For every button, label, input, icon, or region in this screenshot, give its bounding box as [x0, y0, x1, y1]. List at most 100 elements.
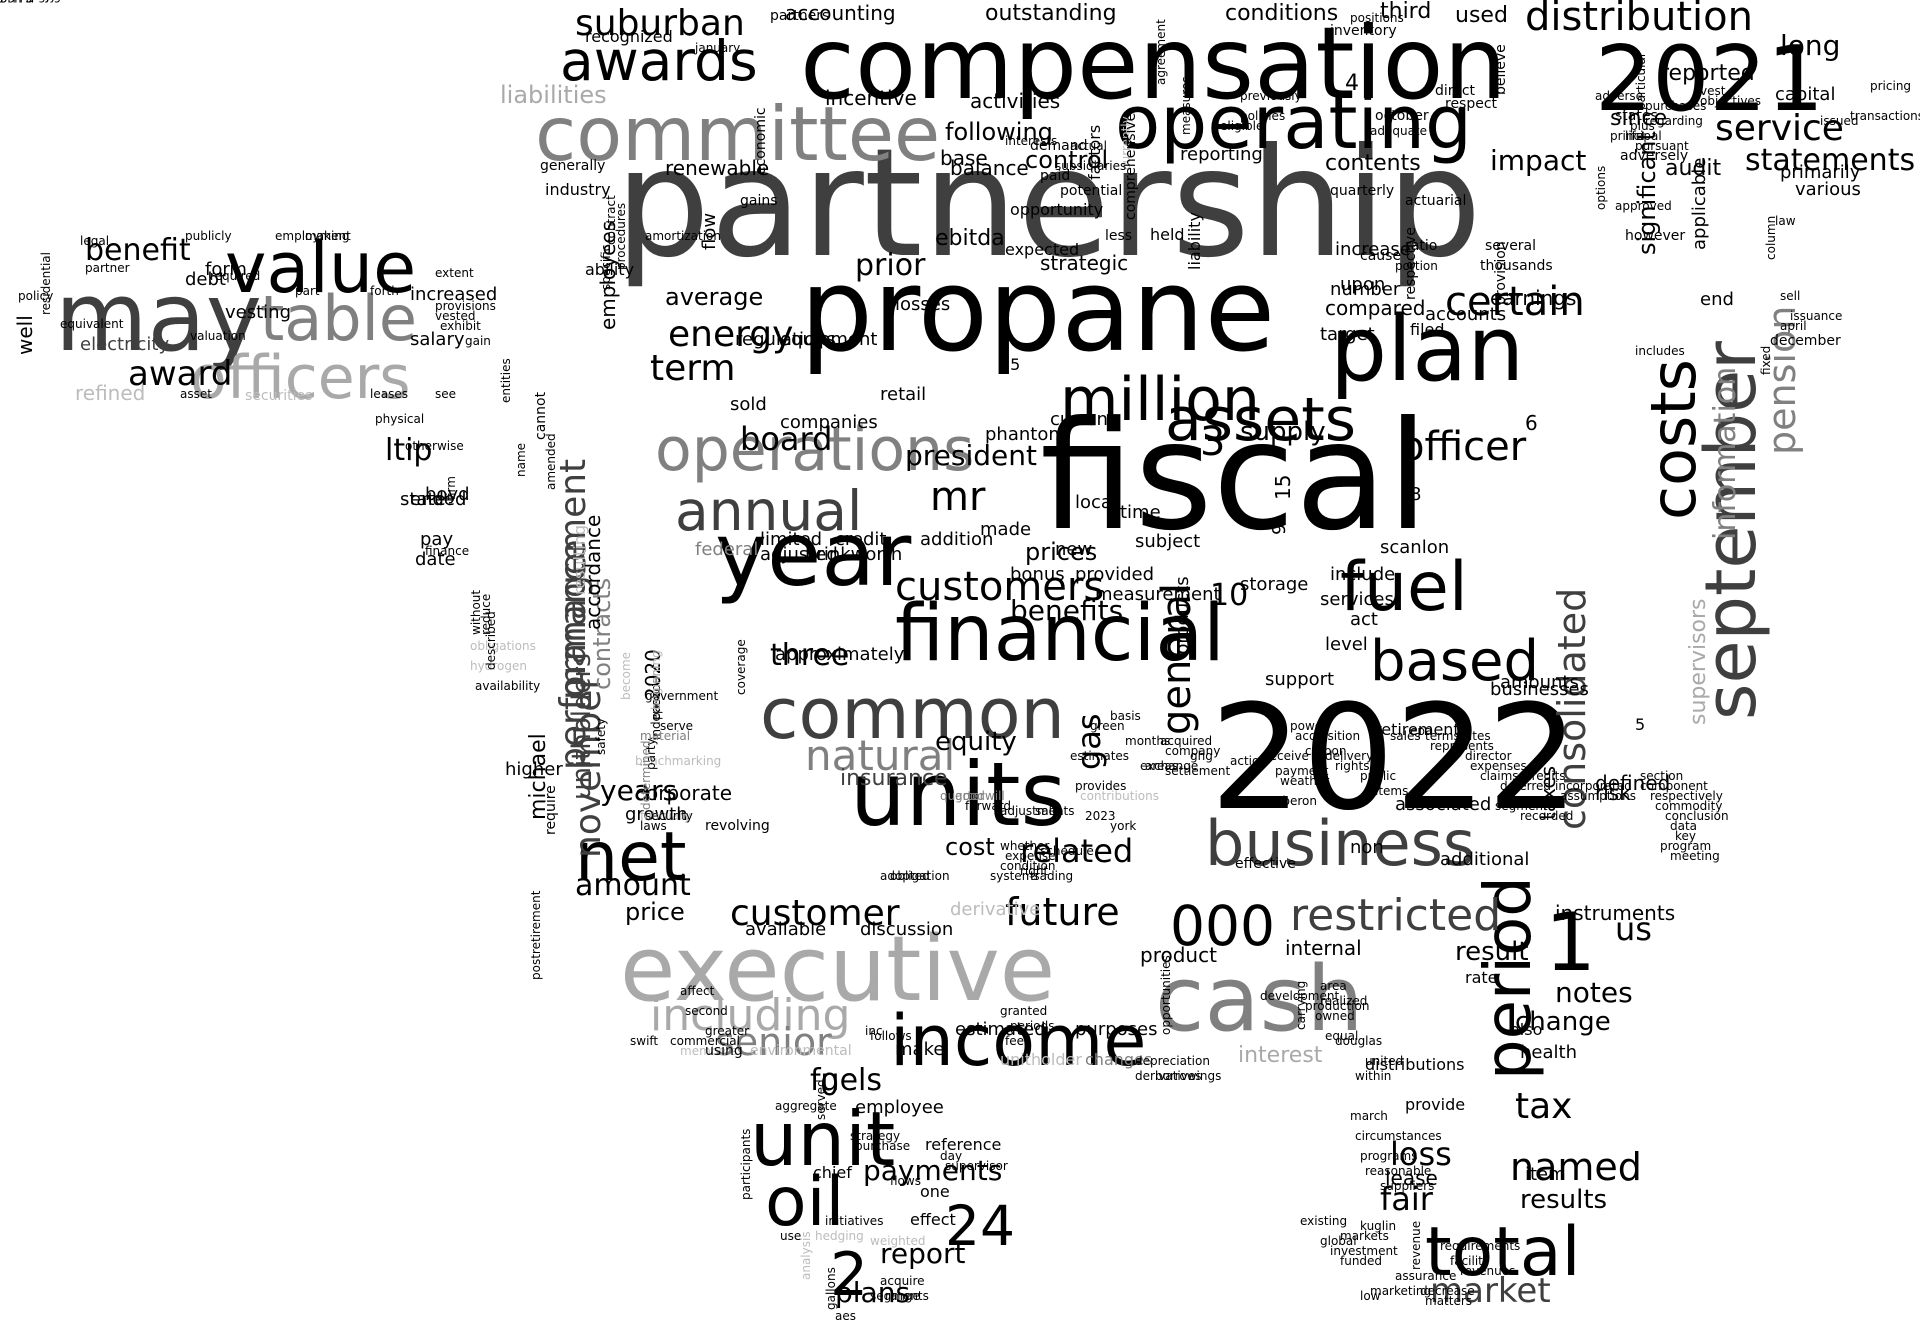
cloud-word-purposes: purposes: [1075, 1019, 1158, 1040]
cloud-word-ebitda: ebitda: [935, 226, 1005, 251]
cloud-word-partnership: partnership: [615, 117, 1482, 291]
cloud-word-equivalent: equivalent: [60, 317, 124, 331]
cloud-word-consolidated: consolidated: [1550, 588, 1594, 830]
cloud-word-rate: rate: [1465, 968, 1498, 987]
cloud-word-issued: issued: [1820, 114, 1858, 128]
cloud-word-long: long: [1780, 29, 1840, 62]
cloud-word-michael: michael: [526, 733, 551, 820]
cloud-word-cost: cost: [945, 833, 995, 861]
cloud-word-benefits: benefits: [1010, 594, 1123, 627]
cloud-word-defined: defined: [1595, 771, 1670, 795]
cloud-word-management: management: [553, 459, 594, 700]
cloud-word-practices: practices: [0, 0, 55, 3]
cloud-word-officer: officer: [1400, 424, 1527, 470]
cloud-word-residential: residential: [39, 252, 53, 315]
cloud-word-distribution: distribution: [1525, 0, 1753, 40]
cloud-word-officers: officers: [190, 343, 411, 413]
cloud-word-adversely: adversely: [1620, 148, 1688, 164]
cloud-word-incorporated: incorporated: [1555, 779, 1632, 793]
cloud-word-goodwill: goodwill: [955, 789, 1005, 803]
cloud-word-product: product: [1140, 943, 1217, 967]
cloud-word-interests: interests: [1005, 134, 1057, 148]
cloud-word-reduce: reduce: [479, 594, 493, 635]
cloud-word-corporate: corporate: [635, 781, 732, 805]
cloud-word-carbon: carbon: [1305, 744, 1346, 758]
cloud-word-ability: ability: [585, 260, 634, 279]
cloud-word-benchmarking: benchmarking: [635, 754, 721, 768]
cloud-word-programs: programs: [1360, 1149, 1417, 1163]
cloud-word-support: support: [1265, 669, 1334, 690]
cloud-word-401: 401: [0, 0, 23, 3]
cloud-word-business: business: [1205, 807, 1475, 880]
cloud-word-become: become: [619, 652, 633, 700]
cloud-word-oil: oil: [765, 1163, 844, 1242]
cloud-word-government: government: [645, 689, 718, 703]
cloud-word-development: development: [1260, 989, 1339, 1003]
cloud-word-interest: interest: [1238, 1043, 1323, 1068]
cloud-word-table: table: [260, 282, 417, 355]
cloud-word-acquisition: acquisition: [1295, 729, 1360, 743]
cloud-word-september: september: [1690, 341, 1772, 720]
cloud-word-increase: increase: [1335, 239, 1411, 260]
cloud-word-units: units: [850, 743, 1066, 846]
cloud-word-amount: amount: [575, 868, 691, 903]
cloud-word-businesses: businesses: [1490, 679, 1589, 700]
cloud-word-0: 0: [820, 1068, 839, 1103]
cloud-word-benefit: benefit: [85, 233, 191, 268]
cloud-word-area: area: [1320, 979, 1347, 993]
cloud-word-continue: continue: [0, 0, 52, 3]
cloud-word-contracts: contracts: [588, 578, 616, 690]
cloud-word-impact: impact: [1490, 144, 1586, 177]
cloud-word-energy: energy: [668, 314, 793, 355]
cloud-word-2019: 2019: [0, 0, 31, 3]
cloud-word-operate: operate: [0, 0, 47, 3]
cloud-word-swift: swift: [630, 1034, 658, 1048]
cloud-word-derivatives: derivatives: [1135, 1069, 1202, 1083]
cloud-word-february: february: [640, 809, 691, 823]
cloud-word-growth: growth: [625, 804, 688, 825]
cloud-word-expenses: expenses: [1470, 759, 1527, 773]
cloud-word-exchange: exchange: [1140, 759, 1198, 773]
cloud-word-coverage: coverage: [734, 639, 748, 695]
cloud-word-risks: risks: [0, 0, 28, 3]
cloud-word-mr: mr: [930, 474, 986, 520]
cloud-word-us: us: [1615, 910, 1652, 948]
cloud-word-ii: ii: [0, 0, 7, 3]
cloud-word-designated: designated: [0, 0, 67, 3]
cloud-word-award: award: [128, 354, 232, 394]
cloud-word-green: green: [1090, 719, 1125, 733]
cloud-word-der: der: [0, 0, 20, 3]
cloud-word-propane: propane: [800, 244, 1275, 378]
cloud-word-accounts: accounts: [1425, 304, 1506, 325]
cloud-word-aggregate: aggregate: [775, 1099, 837, 1113]
cloud-word-currently: currently: [1119, 116, 1133, 170]
cloud-word-products: products: [1172, 576, 1193, 655]
cloud-word-j: j: [0, 0, 3, 3]
cloud-word-3: 3: [1200, 419, 1225, 465]
cloud-word-incentive: incentive: [825, 86, 917, 110]
cloud-word-time: time: [1120, 502, 1161, 523]
cloud-word-rates: rates: [1460, 729, 1491, 743]
cloud-word-issuance: issuance: [1790, 309, 1842, 323]
cloud-word-program: program: [1660, 839, 1711, 853]
cloud-word-includes: includes: [1635, 344, 1685, 358]
cloud-word-markets: markets: [1340, 1229, 1389, 1243]
cloud-word-company: company: [1165, 744, 1220, 758]
cloud-word-particular: particular: [1634, 52, 1648, 110]
cloud-word-2014: 2014: [0, 0, 31, 3]
cloud-word-state: state: [400, 489, 446, 510]
cloud-word-ratio: ratio: [1405, 238, 1437, 254]
cloud-word-year: year: [715, 503, 912, 606]
cloud-word-see: see: [435, 387, 456, 401]
cloud-word-leases: leases: [370, 387, 408, 401]
cloud-word-assumptions: assumptions: [1560, 789, 1636, 803]
cloud-word-8: 8: [1410, 484, 1421, 505]
cloud-word-brinkworth: brinkworth: [805, 544, 902, 565]
cloud-word-operations: operations: [655, 415, 974, 485]
cloud-word-industry: industry: [545, 180, 611, 199]
cloud-word-25: 25: [1000, 355, 1020, 374]
cloud-word-filed: filed: [1410, 320, 1445, 339]
cloud-word-asset: asset: [180, 387, 212, 401]
cloud-word-neil: neil: [0, 0, 22, 3]
cloud-word-cannot: cannot: [533, 391, 549, 440]
